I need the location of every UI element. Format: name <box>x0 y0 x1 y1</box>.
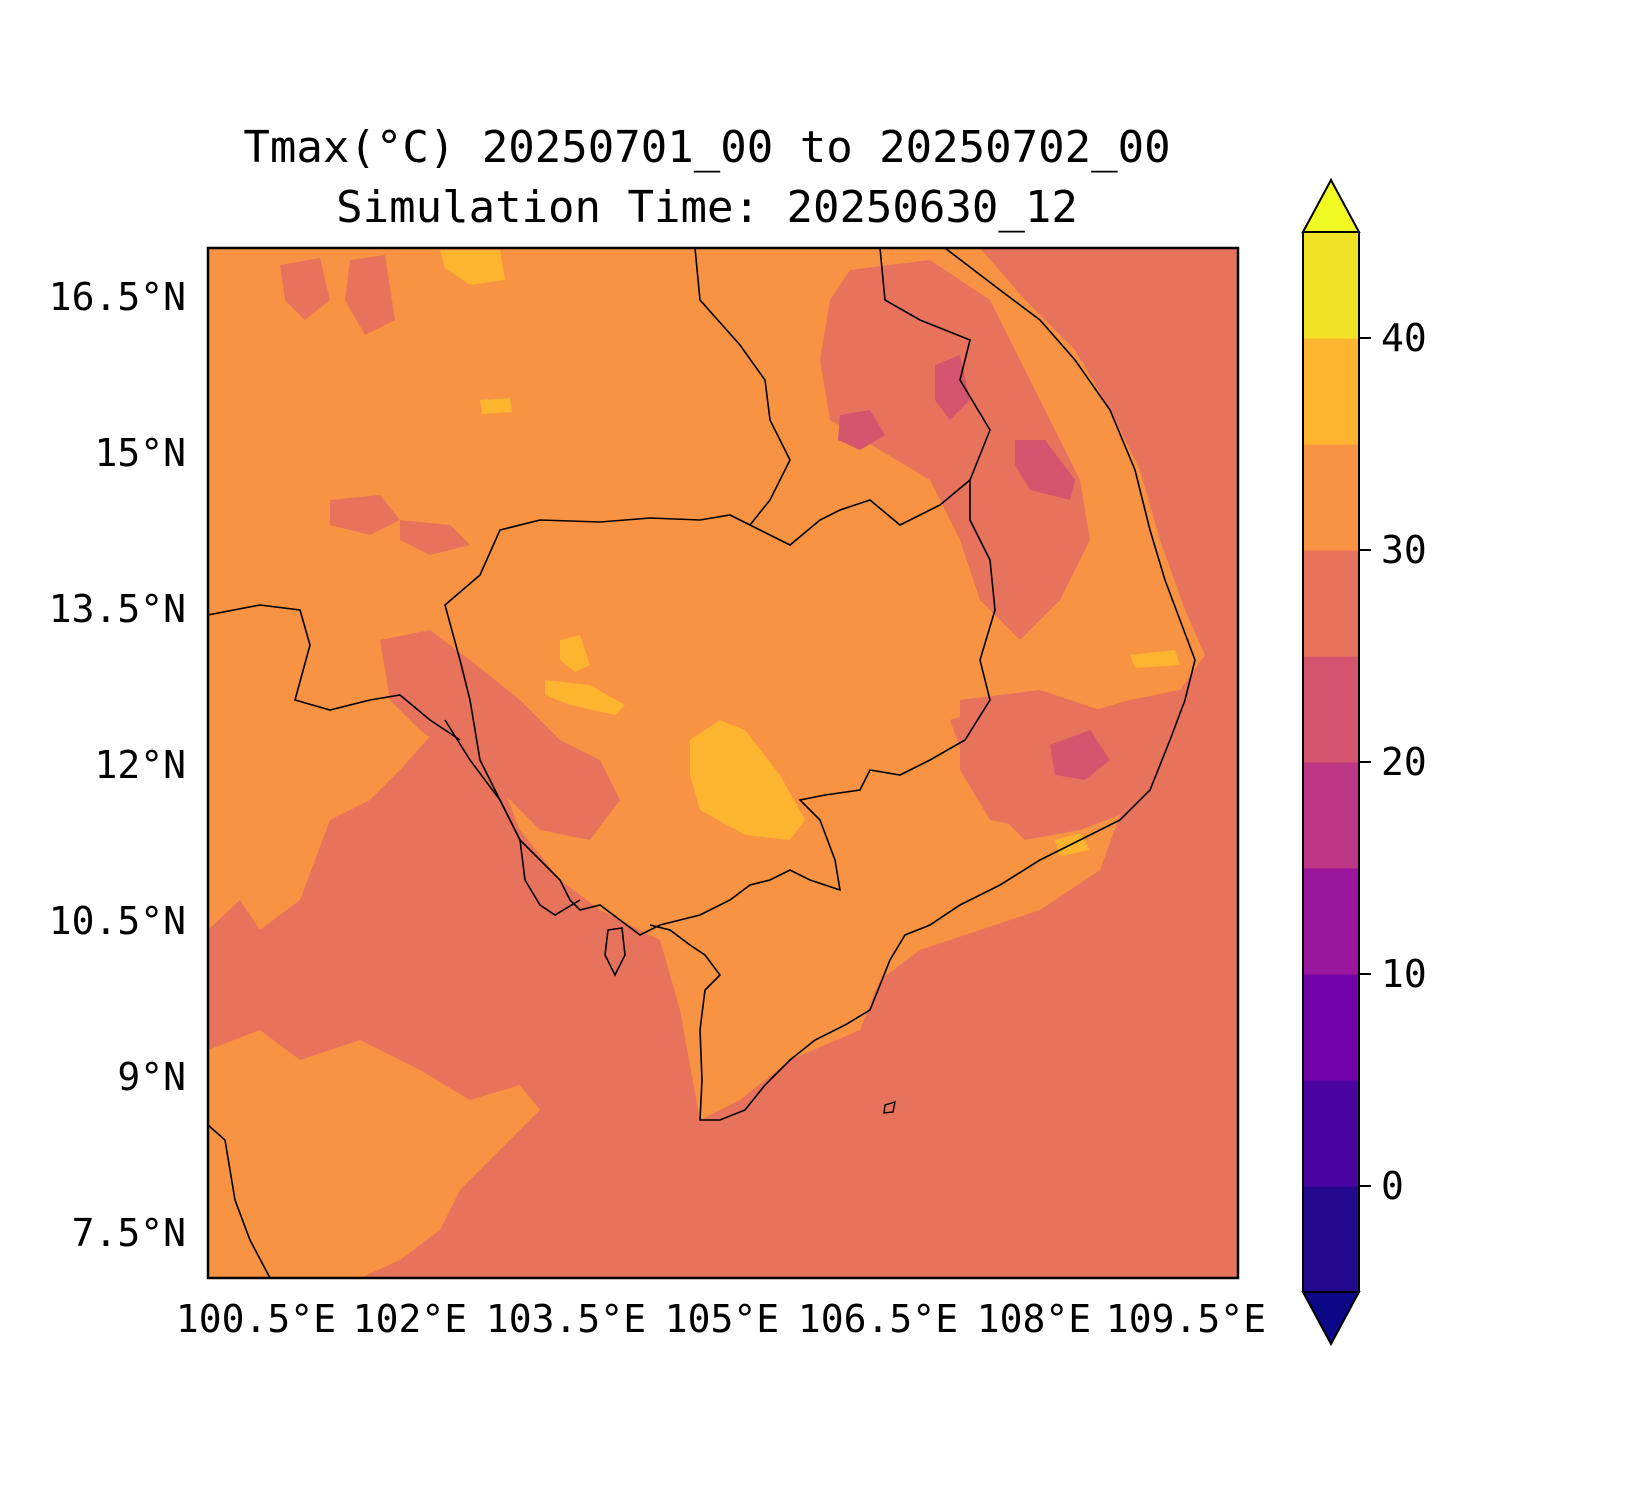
lat-tick-label: 12°N <box>94 743 186 787</box>
map-frame <box>206 246 1240 1280</box>
field-30-35-southwest <box>208 1030 540 1278</box>
field-20-25-spot3 <box>1015 440 1075 500</box>
lon-tick-label: 102°E <box>353 1297 467 1341</box>
field-20-25-spot2 <box>935 355 970 420</box>
field-35-40-spot5 <box>1130 650 1180 668</box>
colorbar-segment <box>1303 974 1359 1081</box>
field-35-40-spot1 <box>545 680 625 715</box>
border-cambodia <box>444 478 996 936</box>
border-thailand-west <box>208 604 461 741</box>
colorbar-tick-label: 0 <box>1381 1164 1404 1208</box>
map-subtitle: Simulation Time: 20250630_12 <box>336 182 1078 233</box>
lon-tick-label: 108°E <box>977 1297 1091 1341</box>
field-25-30-spot4 <box>345 255 395 335</box>
island-con-dao <box>883 1100 896 1114</box>
longitude-axis: 100.5°E 102°E 103.5°E 105°E 106.5°E 108°… <box>176 1297 1266 1341</box>
colorbar-tick-label: 40 <box>1381 316 1427 360</box>
lat-tick-label: 13.5°N <box>49 587 186 631</box>
lon-tick-label: 109.5°E <box>1106 1297 1266 1341</box>
colorbar-over-triangle <box>1301 177 1361 233</box>
lat-tick-label: 9°N <box>117 1055 186 1099</box>
colorbar-segment <box>1303 762 1359 869</box>
coastline-vietnam <box>649 248 1196 1121</box>
map-area <box>208 248 1238 1278</box>
field-25-30-west <box>380 630 620 840</box>
colorbar-segment <box>1303 868 1359 975</box>
border-laos-vietnam <box>694 248 991 526</box>
lat-tick-label: 15°N <box>94 431 186 475</box>
colorbar-segment <box>1303 656 1359 763</box>
field-35-40-spot2 <box>560 635 590 672</box>
field-35-40-spot4 <box>440 250 505 285</box>
colorbar-tick-label: 10 <box>1381 952 1427 996</box>
lon-tick-label: 106.5°E <box>798 1297 958 1341</box>
field-25-30-spot1 <box>330 495 400 535</box>
colorbar-segment <box>1303 550 1359 657</box>
colorbar-segment <box>1303 1080 1359 1187</box>
field-30-35-patch <box>240 810 320 880</box>
lat-tick-label: 7.5°N <box>72 1211 186 1255</box>
colorbar: 0 10 20 30 40 <box>1301 177 1427 1347</box>
lon-tick-label: 103.5°E <box>486 1297 646 1341</box>
field-35-40-center <box>690 720 805 840</box>
field-35-40-spot3 <box>480 398 512 414</box>
lat-tick-label: 16.5°N <box>49 275 186 319</box>
map-title: Tmax(°C) 20250701_00 to 20250702_00 <box>243 122 1170 173</box>
island-phu-quoc <box>604 927 626 977</box>
field-20-25-spot1 <box>838 410 885 450</box>
colorbar-segment <box>1303 1186 1359 1293</box>
field-25-30-spot3 <box>280 258 330 320</box>
latitude-axis: 16.5°N 15°N 13.5°N 12°N 10.5°N 9°N 7.5°N <box>49 275 186 1255</box>
lat-tick-label: 10.5°N <box>49 899 186 943</box>
field-25-30-highlands <box>820 260 1090 640</box>
colorbar-segment <box>1303 338 1359 445</box>
colorbar-under-triangle <box>1301 1291 1361 1347</box>
colorbar-tick-label: 30 <box>1381 528 1427 572</box>
field-25-30-coast <box>960 690 1120 830</box>
colorbar-segment <box>1303 232 1359 339</box>
lon-tick-label: 105°E <box>665 1297 779 1341</box>
coastline-gulf-west <box>444 719 581 916</box>
field-25-30-spot2 <box>400 520 470 555</box>
colorbar-tick-label: 20 <box>1381 740 1427 784</box>
lon-tick-label: 100.5°E <box>176 1297 336 1341</box>
colorbar-segment <box>1303 444 1359 551</box>
coastline-malay <box>208 1124 271 1278</box>
field-20-25-spot4 <box>1050 730 1110 780</box>
